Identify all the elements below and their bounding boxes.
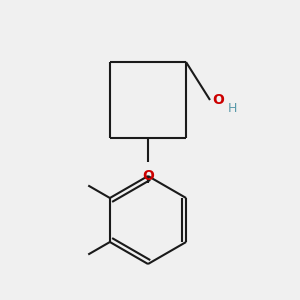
Text: O: O [142, 169, 154, 183]
Text: H: H [227, 101, 237, 115]
Text: O: O [212, 93, 224, 107]
